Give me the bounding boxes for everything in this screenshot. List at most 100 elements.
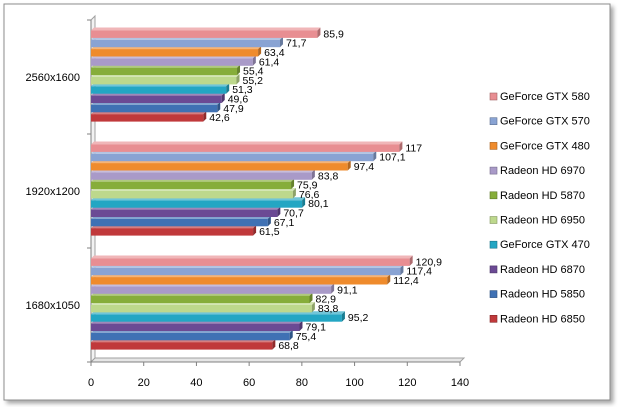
bar-side xyxy=(217,101,221,113)
data-label: 95,2 xyxy=(348,312,369,324)
bar xyxy=(91,144,400,152)
bar xyxy=(91,314,342,322)
bar xyxy=(91,332,290,341)
bar xyxy=(91,58,253,66)
bar xyxy=(91,342,273,350)
bar-side xyxy=(226,83,230,94)
bar xyxy=(91,77,237,85)
bar xyxy=(91,86,227,94)
x-tick-label: 20 xyxy=(138,377,150,389)
bar-side xyxy=(317,27,321,38)
legend-label: Radeon HD 5870 xyxy=(500,190,585,202)
data-label: 42,6 xyxy=(209,112,230,124)
data-label: 76,6 xyxy=(299,189,320,201)
bar xyxy=(91,163,348,171)
bar xyxy=(91,323,300,331)
data-label: 117,4 xyxy=(406,266,432,278)
data-label: 70,7 xyxy=(283,208,304,220)
bar xyxy=(91,172,312,180)
legend-label: Radeon HD 5850 xyxy=(500,289,585,301)
bar-side xyxy=(272,339,276,350)
category-label: 1680x1050 xyxy=(26,300,80,312)
legend-swatch xyxy=(489,191,498,200)
bar-side xyxy=(252,55,256,66)
data-label: 47,9 xyxy=(223,103,244,115)
bar xyxy=(91,191,293,199)
bar xyxy=(91,104,218,113)
legend-label: Radeon HD 6850 xyxy=(500,313,585,325)
bar-side xyxy=(267,215,271,227)
data-label: 67,1 xyxy=(274,217,295,229)
bar-side xyxy=(347,160,351,171)
bar-side xyxy=(399,141,403,152)
legend: GeForce GTX 580 GeForce GTX 570 GeForce GT… xyxy=(489,91,590,325)
x-tick-label: 0 xyxy=(88,377,94,389)
bar-side xyxy=(258,46,262,57)
x-tick-label: 60 xyxy=(243,377,255,389)
legend-swatch xyxy=(489,240,498,249)
data-label: 63,4 xyxy=(264,47,285,59)
bar xyxy=(91,114,204,122)
bar-side xyxy=(311,169,315,180)
bar-side xyxy=(373,150,377,162)
bar xyxy=(91,181,292,190)
bar xyxy=(91,49,259,57)
data-label: 83,8 xyxy=(318,303,339,315)
legend-swatch xyxy=(489,290,498,298)
bar-side xyxy=(341,311,345,322)
data-label: 112,4 xyxy=(393,275,419,287)
category-label: 2560x1600 xyxy=(26,72,80,84)
legend-swatch xyxy=(489,117,498,125)
data-label: 61,5 xyxy=(259,226,280,238)
bar-side xyxy=(203,111,207,122)
bar-side xyxy=(309,292,313,304)
data-label: 107,1 xyxy=(379,152,405,164)
legend-swatch xyxy=(489,92,498,101)
bar xyxy=(91,267,401,276)
floor xyxy=(89,357,466,363)
data-label: 83,8 xyxy=(318,170,339,182)
data-label: 85,9 xyxy=(323,28,344,40)
bar xyxy=(91,153,374,162)
category-label: 1920x1200 xyxy=(26,186,80,198)
bar-side xyxy=(221,92,225,103)
legend-label: Radeon HD 6950 xyxy=(500,215,585,227)
legend-swatch xyxy=(489,142,498,150)
bar xyxy=(91,258,410,266)
data-label: 68,8 xyxy=(278,340,299,352)
x-tick-label: 80 xyxy=(296,377,308,389)
bar xyxy=(91,305,312,313)
bar-side xyxy=(289,329,293,341)
bar xyxy=(91,295,310,304)
data-label: 75,9 xyxy=(297,180,318,192)
bar-side xyxy=(400,264,404,276)
data-label: 49,6 xyxy=(228,94,249,106)
legend-label: GeForce GTX 470 xyxy=(500,239,590,251)
bar xyxy=(91,39,280,48)
legend-swatch xyxy=(489,265,498,274)
bar xyxy=(91,218,268,227)
legend-swatch xyxy=(489,216,498,224)
data-label: 82,9 xyxy=(316,294,337,306)
bar-side xyxy=(409,255,413,266)
data-label: 91,1 xyxy=(337,284,358,296)
bar-side xyxy=(302,197,306,208)
x-tick-label: 100 xyxy=(345,377,363,389)
bar xyxy=(91,95,222,103)
data-label: 97,4 xyxy=(354,161,375,173)
bar-top xyxy=(91,27,321,31)
legend-swatch xyxy=(489,314,498,323)
bar-side xyxy=(311,302,315,313)
bar xyxy=(91,228,254,236)
legend-label: Radeon HD 6870 xyxy=(500,264,585,276)
x-tick-label: 120 xyxy=(398,377,416,389)
x-tick-label: 40 xyxy=(190,377,202,389)
bar-side xyxy=(277,206,281,217)
bar xyxy=(91,200,303,208)
legend-swatch xyxy=(489,166,498,175)
legend-label: Radeon HD 6970 xyxy=(500,165,585,177)
bar-side xyxy=(236,74,240,85)
bar-side xyxy=(331,283,335,294)
